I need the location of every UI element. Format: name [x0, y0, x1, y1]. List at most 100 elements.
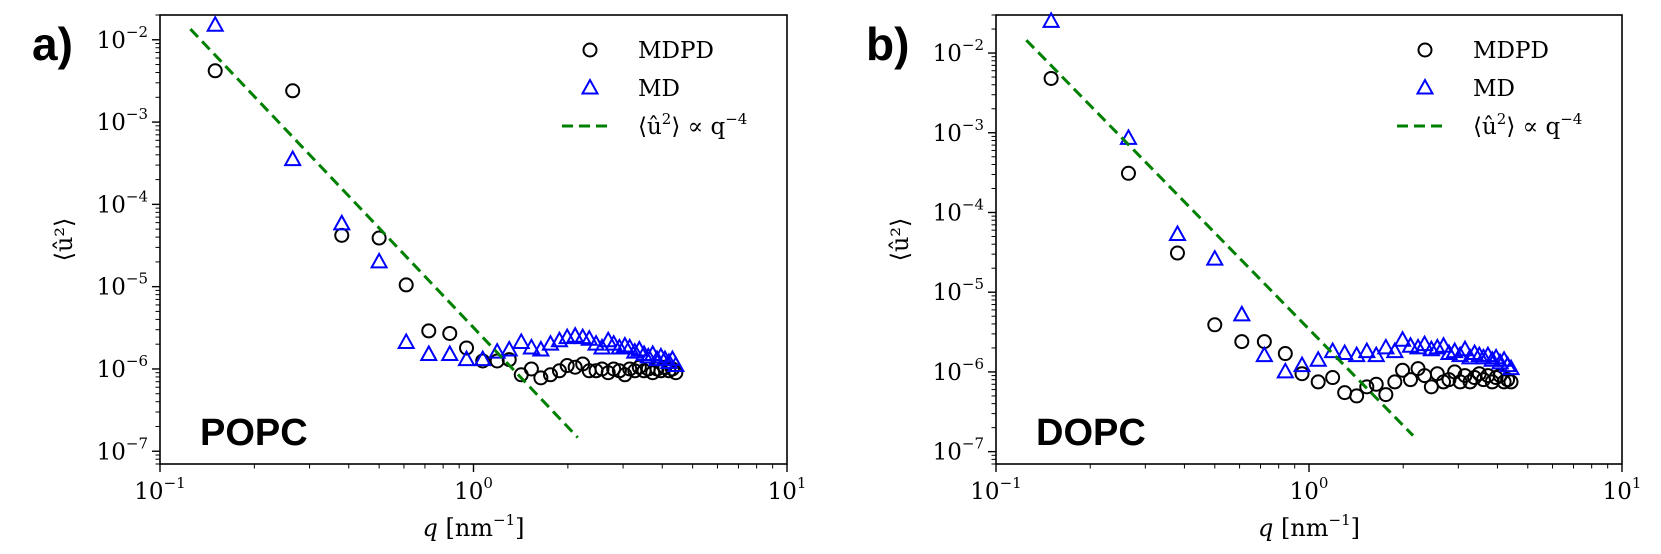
data-point-triangle [1255, 345, 1274, 363]
data-point-triangle [1168, 224, 1187, 241]
data-point-triangle [1434, 336, 1453, 353]
data-point-triangle [1205, 249, 1224, 266]
data-point-triangle [1483, 350, 1502, 367]
data-point-triangle [550, 330, 569, 348]
data-point-circle [1310, 374, 1326, 390]
data-point-circle [1043, 70, 1059, 86]
data-point-triangle [487, 342, 507, 359]
data-point-triangle [610, 337, 629, 355]
data-point-triangle [1408, 337, 1428, 355]
y-tick-label: 10−7 [933, 435, 984, 466]
y-axis-label: ⟨û²⟩ [50, 218, 78, 262]
data-point-triangle [440, 344, 459, 361]
series-triangle [206, 15, 686, 373]
data-point-circle [1503, 374, 1519, 390]
x-tick-label: 10−1 [970, 474, 1021, 505]
series-circle [1043, 70, 1519, 404]
y-tick-label: 10−4 [97, 187, 148, 218]
x-tick-label: 100 [1290, 474, 1329, 505]
data-point-circle [1120, 165, 1136, 181]
data-point-triangle [1292, 355, 1312, 373]
data-point-circle [567, 359, 583, 375]
panel-name: DOPC [1036, 412, 1146, 454]
y-axis-label: ⟨û²⟩ [886, 218, 914, 262]
data-point-circle [459, 340, 475, 356]
data-point-triangle [1439, 343, 1459, 361]
data-point-triangle [1428, 337, 1447, 355]
data-point-triangle [1455, 339, 1475, 357]
data-point-triangle [659, 352, 679, 369]
data-point-circle [475, 353, 491, 369]
data-point-circle [1207, 317, 1223, 333]
legend-label: ⟨û2⟩ ∝ q−4 [1473, 110, 1582, 140]
data-point-circle [1403, 372, 1419, 388]
legend: MDPD MD ⟨û2⟩ ∝ q−4 [1397, 38, 1582, 140]
x-tick-label: 101 [1603, 474, 1642, 505]
data-point-triangle [1276, 361, 1295, 379]
y-tick-label: 10−3 [933, 116, 984, 147]
data-point-triangle [1041, 11, 1061, 28]
data-point-triangle [1498, 355, 1517, 373]
y-tick-label: 10−4 [933, 195, 984, 226]
plot-frame [159, 14, 788, 465]
data-point-circle [1378, 387, 1394, 403]
x-tick-label: 101 [768, 474, 807, 505]
data-point-triangle [1308, 350, 1328, 367]
data-point-triangle [283, 149, 302, 167]
x-axis-label: q [nm−1] [1258, 511, 1360, 542]
data-point-triangle [1357, 341, 1377, 359]
y-tick-label: 10−3 [97, 105, 148, 136]
chart-panel-2: 10−1 100 101 10−2 10−3 10−4 10−5 10−6 10−7 q [nm−… [866, 11, 1642, 542]
data-point-triangle [1470, 345, 1489, 363]
data-point-circle [371, 230, 387, 246]
data-point-circle [523, 361, 539, 377]
data-point-triangle [1232, 304, 1252, 322]
data-point-circle [207, 63, 223, 79]
data-point-triangle [522, 337, 541, 355]
data-point-circle [1359, 379, 1375, 395]
data-point-triangle [206, 15, 225, 32]
data-point-triangle [1490, 352, 1510, 370]
data-point-circle [645, 365, 661, 381]
data-point-circle [1169, 245, 1185, 261]
data-point-circle [442, 325, 458, 341]
data-point-triangle [625, 342, 645, 359]
series-dashed-line [189, 28, 579, 439]
data-point-triangle [615, 335, 635, 353]
legend-marker-triangle [580, 77, 600, 95]
x-tick-label: 100 [454, 474, 493, 505]
series-triangle [1041, 11, 1521, 379]
legend-marker-circle [1417, 42, 1433, 58]
data-point-circle [398, 277, 414, 293]
data-point-triangle [1323, 341, 1342, 359]
data-point-circle [1337, 385, 1353, 401]
data-point-triangle [1335, 343, 1354, 361]
legend-label: MD [638, 76, 680, 102]
data-point-triangle [1501, 358, 1521, 376]
data-point-triangle [1474, 347, 1493, 365]
data-point-triangle [397, 332, 416, 349]
data-point-circle [559, 358, 575, 374]
data-point-triangle [1415, 334, 1434, 352]
data-point-circle [551, 363, 567, 379]
data-point-circle [1368, 376, 1384, 392]
y-tick-label: 10−6 [97, 352, 148, 383]
data-point-triangle [1465, 343, 1484, 361]
data-point-triangle [666, 355, 686, 373]
data-point-triangle [651, 346, 671, 364]
legend-marker-circle [582, 42, 598, 58]
legend-label: MD [1473, 76, 1515, 102]
series-dashed-line [1025, 39, 1415, 437]
data-point-circle [1423, 379, 1439, 395]
fit-line [189, 28, 579, 439]
data-point-triangle [473, 349, 492, 367]
fit-line [1025, 39, 1415, 437]
data-point-triangle [457, 349, 476, 367]
data-point-circle [1325, 370, 1341, 386]
data-point-circle [421, 323, 437, 339]
y-tick-label: 10−7 [97, 434, 148, 465]
data-point-triangle [1376, 337, 1396, 355]
data-point-circle [1349, 388, 1365, 404]
data-point-circle [285, 83, 301, 99]
